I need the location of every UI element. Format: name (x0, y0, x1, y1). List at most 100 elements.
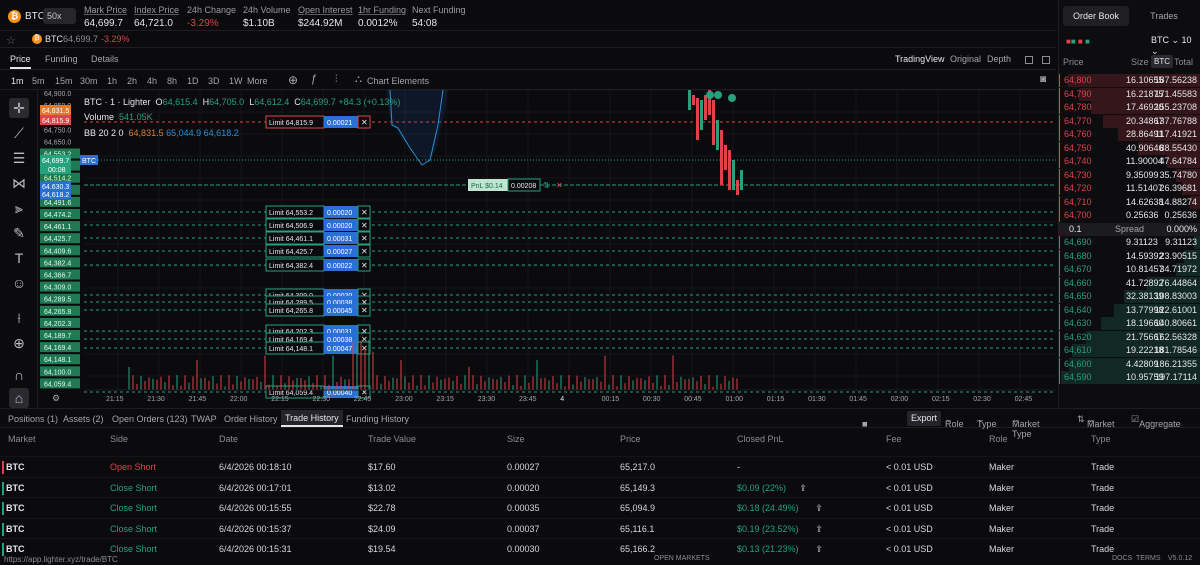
footer-url[interactable]: https://app.lighter.xyz/trade/BTC (4, 555, 118, 564)
order-tag[interactable]: Limit 64,148.1 0.00047 ✕ (265, 341, 371, 355)
tab-trades[interactable]: Trades (1150, 11, 1178, 21)
ask-row[interactable]: 64,760 28.86491 117.41921 (1059, 128, 1200, 141)
footer-terms[interactable]: TERMS (1136, 555, 1161, 562)
interval-4h[interactable]: 4h (147, 76, 158, 86)
interval-15m[interactable]: 15m (55, 76, 73, 86)
interval-1D[interactable]: 1D (187, 76, 199, 86)
share-icon[interactable]: ⇪ (799, 482, 807, 493)
ob-market-select[interactable]: BTC ⌄ 10 ⌄ (1151, 35, 1192, 56)
ask-row[interactable]: 64,740 11.90004 47.64784 (1059, 155, 1200, 168)
bid-row[interactable]: 64,620 21.75667 162.56328 (1059, 330, 1200, 344)
market-type-filter[interactable]: Market Type ⌄ (1012, 414, 1040, 439)
ask-row[interactable]: 64,770 20.34867 137.76788 (1059, 114, 1200, 128)
tab-price[interactable]: Price (10, 54, 31, 69)
star-icon[interactable]: ☆ (6, 35, 16, 47)
bid-row[interactable]: 64,640 13.77998 122.61001 (1059, 303, 1200, 317)
bid-row[interactable]: 64,590 10.95759 197.17114 (1059, 371, 1200, 384)
open-markets[interactable]: OPEN MARKETS (654, 555, 710, 562)
order-tag[interactable]: Limit 64,553.2 0.00020 ✕ (265, 205, 371, 219)
interval-1h[interactable]: 1h (107, 76, 118, 86)
table-row[interactable]: BTC Close Short 6/4/2026 00:15:31 $19.54 0.0… (0, 538, 1200, 559)
fullscreen-icon[interactable] (1042, 56, 1050, 64)
interval-2h[interactable]: 2h (127, 76, 138, 86)
tab-positions[interactable]: Positions (1) (8, 414, 59, 424)
tab-funding-history[interactable]: Funding History (346, 414, 410, 424)
ask-row[interactable]: 64,780 17.46920 155.23708 (1059, 101, 1200, 114)
ask-row[interactable]: 64,700 0.25636 0.25636 (1059, 209, 1200, 222)
ob-unit-toggle[interactable]: BTC (1151, 55, 1173, 68)
emoji-icon[interactable]: ☺ (11, 275, 27, 291)
order-tag[interactable]: Limit 64,461.1 0.00031 ✕ (265, 231, 371, 245)
view-tradingview[interactable]: TradingView (895, 54, 945, 64)
view-original[interactable]: Original (950, 54, 982, 64)
camera-icon[interactable]: ◙ (1040, 74, 1047, 85)
table-row[interactable]: BTC Open Short 6/4/2026 00:18:10 $17.60 0.00… (0, 456, 1200, 477)
tab-funding[interactable]: Funding (45, 54, 78, 64)
fav-symbol[interactable]: BTC (45, 34, 63, 44)
tab-details[interactable]: Details (91, 54, 119, 64)
interval-1m[interactable]: 1m (11, 76, 24, 86)
tab-open-orders[interactable]: Open Orders (123) (112, 414, 188, 424)
share-icon[interactable]: ⇪ (815, 523, 823, 534)
add-indicator-icon[interactable]: ⊕ (288, 73, 299, 87)
bid-row[interactable]: 64,690 9.31123 9.31123 (1059, 236, 1200, 249)
bid-row[interactable]: 64,670 10.81457 34.71972 (1059, 263, 1200, 276)
chart-canvas[interactable]: 64,900.064,850.064,800.064,750.064,650.0… (38, 90, 1056, 408)
footer-docs[interactable]: DOCS (1112, 555, 1133, 562)
tab-assets[interactable]: Assets (2) (63, 414, 104, 424)
tab-order-book[interactable]: Order Book (1063, 6, 1129, 26)
horizontal-lines-icon[interactable]: ☰ (12, 150, 26, 166)
indicator-icon[interactable]: ƒ (311, 73, 318, 85)
interval-1W[interactable]: 1W (229, 76, 243, 86)
magnet-icon[interactable]: ∩ (13, 367, 25, 383)
tab-order-history[interactable]: Order History (224, 414, 278, 424)
ask-row[interactable]: 64,750 40.90646 88.55430 (1059, 141, 1200, 155)
interval-3D[interactable]: 3D (208, 76, 220, 86)
view-depth[interactable]: Depth (987, 54, 1012, 64)
zoom-icon[interactable]: ⊕ (13, 335, 25, 351)
interval-8h[interactable]: 8h (167, 76, 178, 86)
chart-elements-button[interactable]: Chart Elements (367, 76, 430, 86)
bid-row[interactable]: 64,660 41.72892 76.44864 (1059, 276, 1200, 290)
bid-row[interactable]: 64,610 19.22218 181.78546 (1059, 344, 1200, 357)
ask-row[interactable]: 64,710 14.62638 14.88274 (1059, 195, 1200, 209)
share-icon[interactable]: ⇪ (815, 544, 823, 554)
table-row[interactable]: BTC Close Short 6/4/2026 00:15:55 $22.78 0.0… (0, 497, 1200, 518)
pattern-icon[interactable]: ⋈ (12, 175, 26, 191)
ask-row[interactable]: 64,730 9.35099 35.74780 (1059, 168, 1200, 182)
leverage-selector[interactable]: 50x (43, 8, 76, 24)
brush-icon[interactable]: ✎ (13, 225, 25, 241)
aggregate-toggle[interactable]: ☑ Aggregate (1131, 414, 1181, 429)
ask-row[interactable]: 64,720 11.51407 26.39681 (1059, 182, 1200, 195)
layout-icon[interactable] (1025, 56, 1033, 64)
text-icon[interactable]: T (14, 250, 24, 266)
position-tag[interactable]: PnL $0.14 0.00208 ⇅ ✕ (468, 178, 563, 192)
type-filter[interactable]: Type ⌄ (977, 414, 997, 429)
crosshair-icon[interactable]: ✛ (9, 98, 29, 118)
export-button[interactable]: Export (907, 411, 942, 426)
market-filter[interactable]: ⇅ Market ⌄ (1077, 414, 1115, 429)
order-tag[interactable]: Limit 64,815.9 0.00021 ✕ (265, 115, 371, 129)
table-row[interactable]: BTC Close Short 6/4/2026 00:15:37 $24.09 0.0… (0, 517, 1200, 539)
chart-elements-icon[interactable]: ⛬ (355, 74, 362, 85)
bid-row[interactable]: 64,650 32.38139 108.83003 (1059, 290, 1200, 303)
ruler-icon[interactable]: ⟊ (17, 310, 21, 326)
ask-row[interactable]: 64,790 16.21875 171.45583 (1059, 87, 1200, 101)
interval-5m[interactable]: 5m (32, 76, 45, 86)
market-symbol[interactable]: BTC (25, 11, 45, 22)
ask-row[interactable]: 64,800 16.10655 187.56238 (1059, 74, 1200, 87)
price-chart[interactable]: 64,900.064,850.064,800.064,750.064,650.0… (38, 90, 1056, 408)
share-icon[interactable]: ⇪ (815, 503, 823, 513)
role-filter[interactable]: Role ⌄ (945, 414, 964, 429)
interval-more[interactable]: More (247, 76, 268, 86)
bid-row[interactable]: 64,680 14.59392 23.90515 (1059, 249, 1200, 263)
tab-trade-history[interactable]: Trade History (281, 410, 343, 427)
fib-icon[interactable]: ⫸ (15, 200, 23, 216)
order-tag[interactable]: Limit 64,382.4 0.00022 ✕ (265, 258, 371, 272)
bid-row[interactable]: 64,600 4.42809 186.21355 (1059, 357, 1200, 371)
order-tag[interactable]: Limit 64,506.9 0.00020 ✕ (265, 218, 371, 232)
trend-line-icon[interactable]: ⟋ (14, 125, 24, 141)
lock-icon[interactable]: ⌂ (9, 388, 29, 408)
compare-icon[interactable]: ⫶ (335, 74, 338, 85)
ob-view-icons[interactable]: ■■ ■ ■ (1066, 37, 1090, 46)
